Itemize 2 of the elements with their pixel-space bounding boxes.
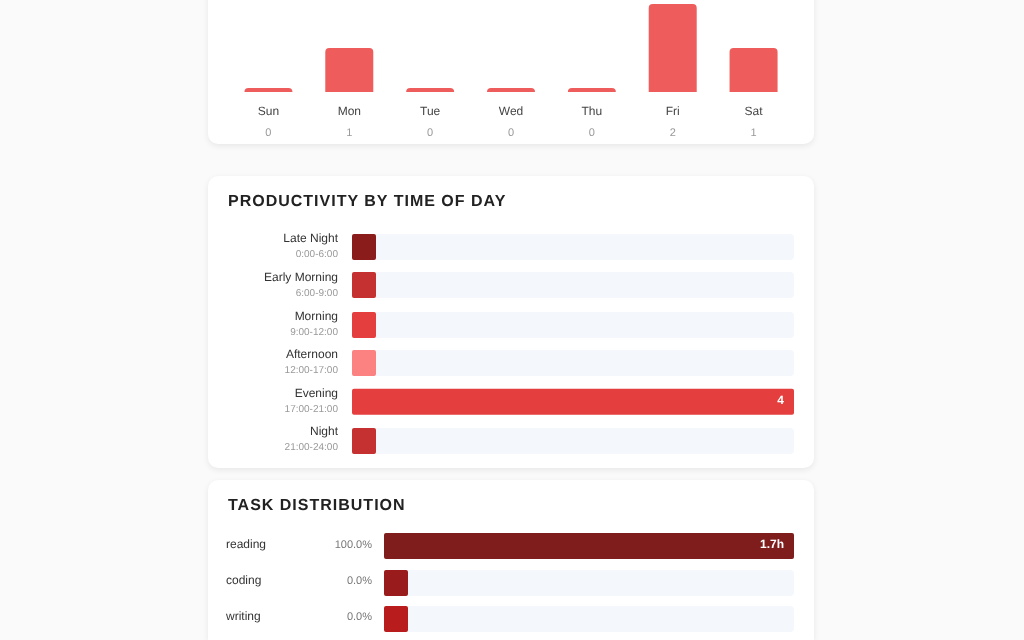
chart-title: PRODUCTIVITY BY TIME OF DAY [228, 192, 507, 210]
chart-title: TASK DISTRIBUTION [228, 496, 406, 514]
